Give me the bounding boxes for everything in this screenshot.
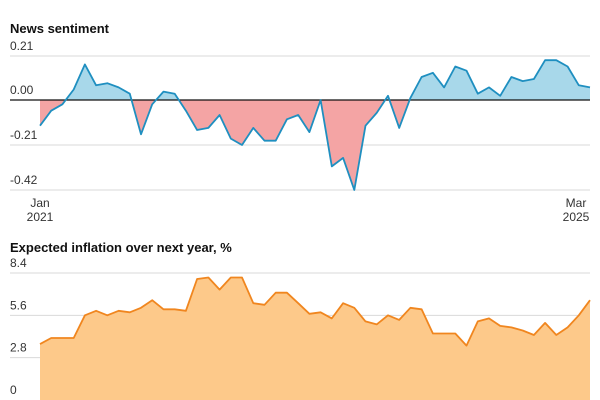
negative-area — [40, 100, 66, 126]
sentiment-line — [39, 59, 591, 191]
negative-area — [389, 100, 410, 128]
negative-area — [320, 100, 386, 190]
y-tick-label: 0 — [10, 383, 17, 397]
y-tick-label: 0.21 — [10, 39, 34, 53]
x-tick-start-year: 2021 — [27, 210, 54, 224]
x-tick-end-year: 2025 — [563, 210, 590, 224]
y-tick-label: -0.42 — [10, 173, 38, 187]
positive-area — [65, 64, 132, 100]
y-tick-label: 0.00 — [10, 83, 34, 97]
x-tick-end-month: Mar — [566, 196, 587, 210]
inflation-area — [40, 277, 590, 400]
x-tick-start-month: Jan — [30, 196, 49, 210]
expected-inflation-title: Expected inflation over next year, % — [10, 240, 232, 255]
expected-inflation-chart: Expected inflation over next year, % 8.4… — [10, 240, 591, 400]
y-tick-label: 5.6 — [10, 298, 27, 312]
positive-area — [409, 60, 590, 100]
negative-area — [178, 100, 321, 145]
news-sentiment-chart: News sentiment 0.21 0.00 -0.21 -0.42 Jan 20… — [10, 21, 591, 224]
y-tick-label: 2.8 — [10, 341, 27, 355]
inflation-line — [39, 276, 591, 347]
y-tick-label: -0.21 — [10, 128, 38, 142]
y-tick-label: 8.4 — [10, 256, 27, 270]
news-sentiment-title: News sentiment — [10, 21, 110, 36]
